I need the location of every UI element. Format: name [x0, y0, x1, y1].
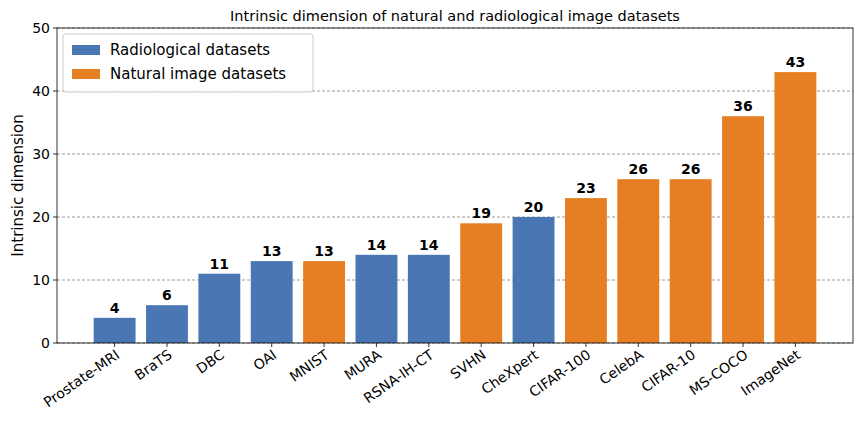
y-tick — [53, 91, 57, 92]
x-tick — [743, 343, 744, 347]
bars — [94, 72, 817, 343]
x-tick-label: MNIST — [286, 346, 332, 385]
x-tick-label: ImageNet — [738, 346, 804, 399]
y-tick-label: 0 — [41, 335, 50, 351]
data-label: 36 — [733, 98, 752, 114]
data-label: 14 — [419, 237, 439, 253]
data-label: 43 — [786, 54, 805, 70]
bar — [198, 274, 240, 343]
legend-label: Radiological datasets — [110, 41, 270, 59]
chart: 4 6 11 13 14 14 20 13 19 23 26 26 36 43 0 10 20 30 40 50 Pro… — [0, 0, 864, 432]
x-tick — [219, 343, 220, 347]
legend-box — [63, 34, 313, 92]
x-tick — [638, 343, 639, 347]
title: Intrinsic dimension of natural and radio… — [230, 8, 680, 24]
data-label: 13 — [314, 243, 333, 259]
x-tick — [376, 343, 377, 347]
bar — [774, 72, 816, 343]
data-label: 23 — [576, 180, 595, 196]
y-tick-label: 30 — [32, 146, 50, 162]
bar — [460, 223, 502, 343]
bar — [565, 198, 607, 343]
y-axis-label: Intrinsic dimension — [9, 114, 27, 256]
y-tick-label: 50 — [32, 20, 50, 36]
data-label: 6 — [162, 287, 172, 303]
x-tick-label: RSNA-IH-CT — [361, 346, 437, 406]
bar — [670, 179, 712, 343]
y-tick-label: 40 — [32, 83, 50, 99]
legend-swatch — [72, 69, 100, 79]
bar — [408, 255, 450, 343]
x-tick-label: SVHN — [447, 346, 489, 382]
data-label: 14 — [367, 237, 387, 253]
data-label: 13 — [262, 243, 281, 259]
x-tick — [166, 343, 167, 347]
y-tick — [53, 154, 57, 155]
chart-root: 4 6 11 13 14 14 20 13 19 23 26 26 36 43 0 10 20 30 40 50 Pro… — [0, 0, 864, 432]
bar — [303, 261, 345, 343]
x-tick — [481, 343, 482, 347]
data-label: 11 — [210, 256, 229, 272]
data-label: 19 — [471, 205, 490, 221]
y-tick-label: 10 — [32, 272, 50, 288]
bar — [251, 261, 293, 343]
bar — [513, 217, 555, 343]
data-label: 4 — [110, 300, 120, 316]
legend-label: Natural image datasets — [110, 65, 286, 83]
bar — [617, 179, 659, 343]
y-tick-label: 20 — [32, 209, 50, 225]
legend-swatch — [72, 45, 100, 55]
x-tick — [533, 343, 534, 347]
y-tick — [53, 343, 57, 344]
x-tick-label: CIFAR-100 — [526, 346, 593, 400]
x-tick-label: DBC — [193, 346, 227, 376]
x-tick — [795, 343, 796, 347]
bar — [356, 255, 398, 343]
y-tick — [53, 28, 57, 29]
data-label: 26 — [629, 161, 648, 177]
y-tick — [53, 217, 57, 218]
x-tick-label: MURA — [341, 346, 384, 383]
y-tick — [53, 280, 57, 281]
bar — [146, 305, 188, 343]
x-tick — [324, 343, 325, 347]
x-tick-label: BraTS — [132, 346, 175, 383]
x-tick — [585, 343, 586, 347]
data-label: 20 — [524, 199, 544, 215]
x-tick-label: OAI — [250, 346, 279, 373]
bar — [722, 116, 764, 343]
legend: Radiological datasets Natural image datas… — [63, 34, 313, 92]
x-tick — [428, 343, 429, 347]
x-tick-label: Prostate-MRI — [41, 346, 123, 410]
data-label: 26 — [681, 161, 700, 177]
x-tick — [114, 343, 115, 347]
x-tick — [271, 343, 272, 347]
x-tick — [690, 343, 691, 347]
frame — [57, 28, 853, 343]
bar — [94, 318, 136, 343]
